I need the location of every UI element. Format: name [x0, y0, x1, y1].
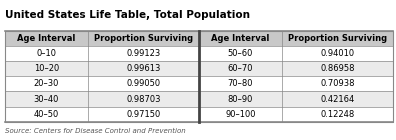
Text: Age Interval: Age Interval: [211, 34, 270, 43]
Bar: [5, 107, 88, 122]
Text: 50–60: 50–60: [228, 49, 253, 58]
Text: 0.97150: 0.97150: [126, 110, 161, 119]
Bar: [88, 61, 199, 76]
Bar: [282, 91, 393, 107]
Bar: [199, 61, 282, 76]
Bar: [88, 46, 199, 61]
Bar: [199, 91, 282, 107]
Text: 20–30: 20–30: [34, 79, 59, 88]
Bar: [88, 91, 199, 107]
Text: 60–70: 60–70: [228, 64, 253, 73]
Text: 0.98703: 0.98703: [126, 94, 161, 104]
Bar: [5, 46, 88, 61]
Text: 0.99050: 0.99050: [126, 79, 160, 88]
Bar: [282, 31, 393, 46]
Bar: [282, 107, 393, 122]
Text: 0.99123: 0.99123: [126, 49, 161, 58]
Bar: [199, 76, 282, 91]
Bar: [5, 91, 88, 107]
Text: Proportion Surviving: Proportion Surviving: [94, 34, 193, 43]
Bar: [199, 31, 282, 46]
Text: 80–90: 80–90: [228, 94, 253, 104]
Bar: [199, 107, 282, 122]
Text: Proportion Surviving: Proportion Surviving: [288, 34, 387, 43]
Text: 70–80: 70–80: [228, 79, 253, 88]
Bar: [282, 46, 393, 61]
Bar: [282, 61, 393, 76]
Bar: [88, 76, 199, 91]
Bar: [5, 76, 88, 91]
Bar: [5, 61, 88, 76]
Text: Source: Centers for Disease Control and Prevention: Source: Centers for Disease Control and …: [5, 128, 185, 134]
Text: 10–20: 10–20: [34, 64, 59, 73]
Bar: [199, 46, 282, 61]
Text: 40–50: 40–50: [34, 110, 59, 119]
Text: 0.12248: 0.12248: [320, 110, 355, 119]
Text: 0.70938: 0.70938: [320, 79, 355, 88]
Bar: [282, 76, 393, 91]
Text: United States Life Table, Total Population: United States Life Table, Total Populati…: [5, 10, 250, 20]
Bar: [5, 31, 393, 122]
Text: 0.86958: 0.86958: [320, 64, 355, 73]
Text: 0.94010: 0.94010: [320, 49, 354, 58]
Text: 0.99613: 0.99613: [126, 64, 161, 73]
Text: 0.42164: 0.42164: [320, 94, 355, 104]
Text: 0–10: 0–10: [36, 49, 57, 58]
Bar: [5, 31, 88, 46]
Text: Age Interval: Age Interval: [17, 34, 76, 43]
Text: 30–40: 30–40: [34, 94, 59, 104]
Text: 90–100: 90–100: [225, 110, 256, 119]
Bar: [88, 107, 199, 122]
Bar: [88, 31, 199, 46]
